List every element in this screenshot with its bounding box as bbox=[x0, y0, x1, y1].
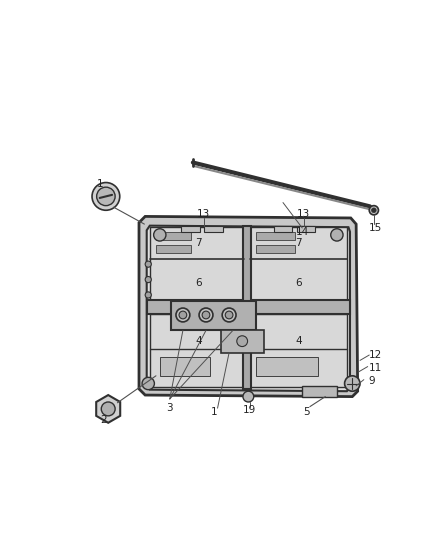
Text: 12: 12 bbox=[369, 350, 382, 360]
Circle shape bbox=[369, 206, 378, 215]
Polygon shape bbox=[139, 216, 358, 397]
Text: 6: 6 bbox=[195, 278, 201, 288]
Polygon shape bbox=[171, 301, 256, 329]
Polygon shape bbox=[250, 314, 347, 387]
Text: 3: 3 bbox=[166, 403, 173, 413]
Polygon shape bbox=[205, 225, 223, 232]
Text: 13: 13 bbox=[197, 209, 210, 219]
Polygon shape bbox=[274, 225, 292, 232]
Circle shape bbox=[92, 182, 120, 210]
Polygon shape bbox=[256, 357, 318, 376]
Polygon shape bbox=[256, 245, 294, 253]
Text: 7: 7 bbox=[295, 238, 302, 248]
Text: 19: 19 bbox=[243, 406, 257, 415]
Text: 15: 15 bbox=[369, 223, 382, 233]
Circle shape bbox=[225, 311, 233, 319]
Text: 2: 2 bbox=[100, 415, 107, 425]
Circle shape bbox=[345, 376, 360, 391]
Polygon shape bbox=[147, 225, 350, 391]
Text: 5: 5 bbox=[303, 407, 309, 417]
Text: 4: 4 bbox=[295, 336, 302, 346]
Polygon shape bbox=[297, 225, 315, 232]
Circle shape bbox=[331, 229, 343, 241]
Polygon shape bbox=[147, 301, 350, 314]
Polygon shape bbox=[302, 386, 337, 397]
Circle shape bbox=[179, 311, 187, 319]
Circle shape bbox=[97, 187, 115, 206]
Text: 7: 7 bbox=[195, 238, 201, 248]
Text: 1: 1 bbox=[210, 407, 217, 417]
Polygon shape bbox=[243, 225, 251, 389]
Text: 14: 14 bbox=[296, 227, 309, 237]
Polygon shape bbox=[221, 329, 264, 353]
Text: 11: 11 bbox=[369, 363, 382, 373]
Polygon shape bbox=[250, 227, 347, 301]
Text: 9: 9 bbox=[368, 376, 375, 386]
Text: 13: 13 bbox=[297, 209, 311, 219]
Text: 4: 4 bbox=[195, 336, 201, 346]
Polygon shape bbox=[150, 227, 244, 301]
Text: 6: 6 bbox=[295, 278, 302, 288]
Circle shape bbox=[199, 308, 213, 322]
Circle shape bbox=[237, 336, 247, 346]
Polygon shape bbox=[256, 232, 294, 239]
Polygon shape bbox=[156, 232, 191, 239]
Circle shape bbox=[243, 391, 254, 402]
Polygon shape bbox=[150, 314, 244, 387]
Circle shape bbox=[145, 292, 151, 298]
Circle shape bbox=[142, 377, 155, 390]
Circle shape bbox=[145, 277, 151, 282]
Circle shape bbox=[222, 308, 236, 322]
Circle shape bbox=[101, 402, 115, 416]
Polygon shape bbox=[156, 245, 191, 253]
Circle shape bbox=[176, 308, 190, 322]
Circle shape bbox=[202, 311, 210, 319]
Polygon shape bbox=[160, 357, 210, 376]
Circle shape bbox=[371, 208, 376, 213]
Circle shape bbox=[154, 229, 166, 241]
Text: 1: 1 bbox=[97, 179, 104, 189]
Polygon shape bbox=[181, 225, 200, 232]
Circle shape bbox=[145, 261, 151, 267]
